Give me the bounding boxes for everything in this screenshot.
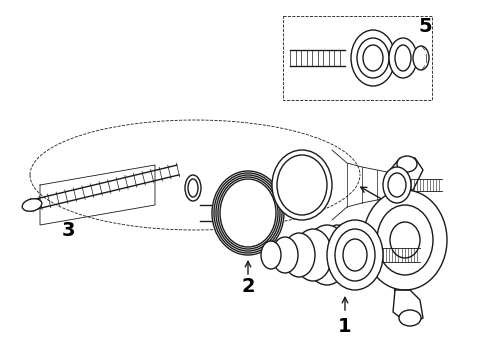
Ellipse shape [185, 175, 201, 201]
Ellipse shape [277, 155, 327, 215]
Ellipse shape [397, 156, 417, 172]
Ellipse shape [390, 222, 420, 258]
Ellipse shape [272, 150, 332, 220]
Ellipse shape [389, 38, 417, 78]
Ellipse shape [212, 171, 284, 255]
Text: 3: 3 [61, 220, 75, 239]
Ellipse shape [399, 310, 421, 326]
Text: 1: 1 [338, 318, 352, 337]
Ellipse shape [305, 225, 349, 285]
Ellipse shape [383, 167, 411, 203]
Text: 4: 4 [395, 203, 409, 222]
Ellipse shape [363, 190, 447, 290]
Text: 5: 5 [418, 17, 432, 36]
Ellipse shape [357, 38, 389, 78]
Ellipse shape [261, 241, 281, 269]
Ellipse shape [351, 30, 395, 86]
Ellipse shape [413, 46, 429, 70]
Ellipse shape [220, 179, 276, 247]
Ellipse shape [283, 233, 315, 277]
Ellipse shape [363, 45, 383, 71]
Ellipse shape [327, 225, 347, 255]
Text: 2: 2 [241, 278, 255, 297]
Ellipse shape [395, 45, 411, 71]
Ellipse shape [335, 229, 375, 281]
Ellipse shape [294, 229, 332, 281]
Ellipse shape [388, 173, 406, 197]
FancyBboxPatch shape [283, 16, 432, 100]
Ellipse shape [377, 205, 433, 275]
Ellipse shape [343, 239, 367, 271]
Ellipse shape [188, 179, 198, 197]
Ellipse shape [272, 237, 298, 273]
Ellipse shape [327, 220, 383, 290]
Ellipse shape [22, 199, 42, 211]
